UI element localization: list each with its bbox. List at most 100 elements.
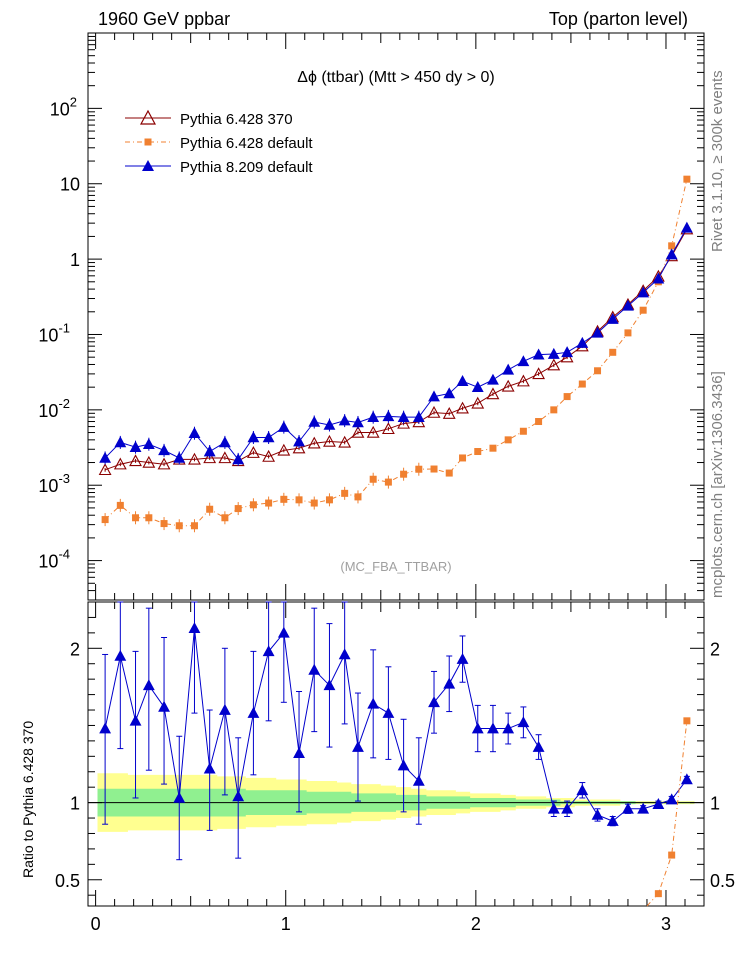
data-point-open-triangle [501, 379, 515, 392]
series-line-1 [104, 179, 688, 527]
data-point-open-triangle [203, 451, 217, 464]
data-point-square [190, 522, 198, 530]
ratio-point-p8 [218, 703, 231, 715]
ratio-y-tick-label-left: 2 [70, 639, 80, 659]
ratio-point-p8 [471, 722, 484, 734]
data-point-open-triangle [323, 434, 336, 447]
data-point-square [325, 496, 333, 504]
data-point-filled-triangle [652, 272, 665, 284]
legend-label-p6-default: Pythia 6.428 default [180, 135, 313, 152]
ratio-point-p8 [532, 740, 545, 752]
data-point-filled-triangle [412, 410, 425, 422]
data-point-square [624, 329, 632, 337]
data-point-filled-triangle [382, 410, 395, 422]
legend-marker-p8-default [142, 160, 154, 171]
data-point-square [384, 478, 392, 486]
y-tick-label: 10-1 [38, 320, 70, 345]
ratio-point-p8 [308, 663, 321, 675]
data-point-open-triangle [157, 457, 171, 470]
data-point-filled-triangle [561, 346, 574, 358]
header-left: 1960 GeV ppbar [98, 9, 230, 29]
legend-label-p8-default: Pythia 8.209 default [180, 159, 313, 176]
data-point-open-triangle [381, 422, 395, 435]
data-point-filled-triangle [203, 445, 216, 457]
data-point-filled-triangle [277, 420, 290, 432]
data-point-open-triangle [516, 374, 530, 387]
ratio-point-p8 [232, 790, 245, 802]
data-point-open-triangle [532, 367, 546, 380]
data-point-square [489, 444, 497, 452]
plot-frames [87, 32, 705, 907]
ratio-plot-frame [87, 601, 705, 907]
ratio-point-p8 [114, 649, 127, 661]
data-point-filled-triangle [338, 414, 351, 426]
ratio-point-p8 [338, 648, 351, 660]
data-point-open-triangle [307, 436, 321, 449]
data-point-filled-triangle [129, 440, 142, 452]
ratio-line-p6-default [646, 720, 688, 907]
data-point-square [280, 495, 288, 503]
ratio-point-p8 [622, 802, 634, 814]
ratio-point-p8 [203, 762, 216, 774]
data-point-square [369, 475, 377, 483]
x-tick-label: 0 [91, 914, 101, 934]
data-point-open-triangle [188, 452, 201, 465]
legend: Pythia 6.428 370 Pythia 6.428 default Py… [125, 109, 313, 176]
ratio-y-tick-label-right: 1 [710, 794, 720, 814]
data-point-square [234, 505, 242, 513]
data-point-square [160, 520, 168, 528]
data-point-open-triangle [456, 401, 469, 414]
data-point-square [563, 393, 571, 401]
mcplots-url-label: mcplots.cern.ch [arXiv:1306.3436] [709, 371, 726, 598]
data-point-filled-triangle [532, 348, 545, 360]
data-point-filled-triangle [576, 336, 589, 348]
data-point-square [354, 493, 362, 501]
data-point-filled-triangle [99, 451, 112, 463]
data-point-filled-triangle [158, 444, 170, 456]
y-tick-label: 10-4 [38, 547, 70, 572]
ratio-point-p8 [188, 622, 201, 634]
series-line-2 [104, 227, 688, 461]
ratio-point-p6-default [668, 851, 676, 859]
y-tick-label: 10-2 [38, 396, 70, 421]
y-tick-label: 102 [50, 94, 77, 119]
data-point-filled-triangle [262, 431, 275, 443]
ratio-point-p8 [352, 740, 364, 752]
data-point-filled-triangle [428, 390, 440, 402]
ratio-point-p8 [547, 802, 560, 814]
ratio-line-p8 [104, 628, 688, 822]
data-point-open-triangle [351, 425, 365, 438]
data-point-square [116, 501, 124, 509]
data-point-filled-triangle [308, 415, 321, 427]
ratio-point-p8 [680, 773, 693, 785]
rivet-version-label: Rivet 3.1.10, ≥ 300k events [709, 70, 726, 252]
data-point-open-triangle [246, 446, 260, 458]
legend-marker-p6-370 [139, 109, 157, 125]
ratio-point-p8 [382, 706, 395, 718]
ratio-point-p8 [99, 722, 112, 734]
x-tick-label: 2 [471, 914, 481, 934]
main-plot-title: Δϕ (ttbar) (Mtt > 450 dy > 0) [297, 69, 495, 86]
data-point-filled-triangle [142, 438, 155, 450]
data-point-filled-triangle [487, 373, 499, 385]
ratio-y-tick-label-left: 1 [70, 794, 80, 814]
data-point-filled-triangle [622, 299, 634, 311]
ratio-point-p8 [606, 814, 619, 826]
data-point-square [519, 427, 527, 435]
data-point-square [101, 516, 109, 524]
data-point-square [683, 175, 691, 183]
y-tick-label: 1 [70, 250, 80, 270]
ratio-point-p6-default [683, 717, 691, 725]
data-point-square [341, 489, 349, 497]
data-point-filled-triangle [188, 427, 201, 439]
data-point-square [295, 496, 303, 504]
data-point-filled-triangle [293, 435, 305, 447]
data-point-filled-triangle [637, 286, 650, 298]
legend-label-p6-370: Pythia 6.428 370 [180, 111, 293, 128]
data-point-filled-triangle [114, 436, 127, 448]
data-point-open-triangle [129, 454, 142, 467]
data-point-filled-triangle [397, 410, 410, 422]
header-right: Top (parton level) [549, 9, 688, 29]
ratio-point-p8 [665, 793, 678, 805]
